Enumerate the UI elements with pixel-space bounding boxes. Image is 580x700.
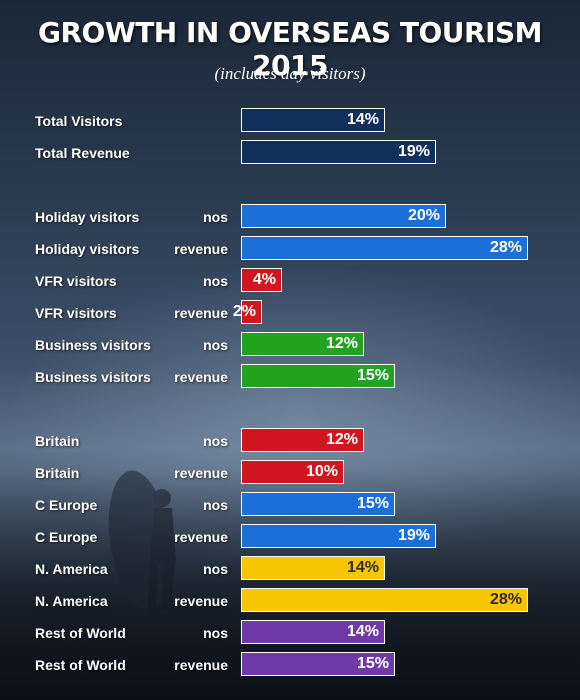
bar-value-label: 19%	[397, 143, 430, 160]
bar: 10%	[241, 460, 344, 484]
chart-title: GROWTH IN OVERSEAS TOURISM 2015	[37, 16, 543, 82]
bar-row: Rest of World nos 14%	[0, 620, 580, 646]
category-label: Holiday visitors	[35, 241, 140, 257]
measure-label: nos	[203, 209, 228, 225]
bar-value-label: 12%	[325, 335, 358, 352]
bar-row: Business visitors revenue 15%	[0, 364, 580, 390]
bar: 28%	[241, 236, 528, 260]
bar-value-label: 12%	[325, 431, 358, 448]
bar-value-label: 20%	[407, 207, 440, 224]
bar-row: Holiday visitors revenue 28%	[0, 236, 580, 262]
bar-row: N. America revenue 28%	[0, 588, 580, 614]
bar-value-label: 28%	[489, 591, 522, 608]
bar: 14%	[241, 620, 385, 644]
bar-row: VFR visitors nos 4%	[0, 268, 580, 294]
measure-label: nos	[203, 625, 228, 641]
category-label: Business visitors	[35, 337, 151, 353]
bar: 19%	[241, 140, 436, 164]
bar-row: Rest of World revenue 15%	[0, 652, 580, 678]
measure-label: revenue	[174, 593, 228, 609]
bar-row: Total Visitors 14%	[0, 108, 580, 134]
bar: 19%	[241, 524, 436, 548]
bar: 12%	[241, 332, 364, 356]
bar: 20%	[241, 204, 446, 228]
bar: 2%	[233, 300, 262, 324]
bar-row: C Europe nos 15%	[0, 492, 580, 518]
measure-label: revenue	[174, 241, 228, 257]
category-label: Rest of World	[35, 625, 126, 641]
bar-value-label: 15%	[356, 655, 389, 672]
measure-label: revenue	[174, 529, 228, 545]
bar-row: Business visitors nos 12%	[0, 332, 580, 358]
bar: 4%	[241, 268, 282, 292]
category-label: C Europe	[35, 529, 98, 545]
bar: 15%	[241, 364, 395, 388]
bar: 12%	[241, 428, 364, 452]
bar: 15%	[241, 652, 395, 676]
measure-label: revenue	[174, 465, 228, 481]
bar-value-label: 14%	[346, 111, 379, 128]
category-label: VFR visitors	[35, 273, 117, 289]
bar-row: Britain revenue 10%	[0, 460, 580, 486]
measure-label: revenue	[174, 369, 228, 385]
bar-value-label: 15%	[356, 495, 389, 512]
bar-value-label: 14%	[346, 623, 379, 640]
measure-label: nos	[203, 497, 228, 513]
bar: 28%	[241, 588, 528, 612]
bar-value-label: 28%	[489, 239, 522, 256]
category-label: N. America	[35, 593, 108, 609]
bar-value-label: 10%	[305, 463, 338, 480]
bar-row: VFR visitors revenue 2%	[0, 300, 580, 326]
measure-label: revenue	[174, 305, 228, 321]
bar-row: C Europe revenue 19%	[0, 524, 580, 550]
measure-label: nos	[203, 273, 228, 289]
bar: 14%	[241, 108, 385, 132]
category-label: Total Revenue	[35, 145, 130, 161]
measure-label: nos	[203, 561, 228, 577]
chart-subtitle: (includes day visitors)	[214, 64, 366, 83]
bar-value-label: 14%	[346, 559, 379, 576]
category-label: N. America	[35, 561, 108, 577]
bar-row: Total Revenue 19%	[0, 140, 580, 166]
bar: 14%	[241, 556, 385, 580]
bar-value-label: 19%	[397, 527, 430, 544]
measure-label: nos	[203, 337, 228, 353]
category-label: C Europe	[35, 497, 98, 513]
category-label: Total Visitors	[35, 113, 123, 129]
bar-row: N. America nos 14%	[0, 556, 580, 582]
category-label: Britain	[35, 465, 80, 481]
bar-value-label: 4%	[252, 271, 276, 288]
bar-value-label: 15%	[356, 367, 389, 384]
bar-row: Holiday visitors nos 20%	[0, 204, 580, 230]
category-label: VFR visitors	[35, 305, 117, 321]
bar-value-label: 2%	[232, 303, 256, 320]
bar-row: Britain nos 12%	[0, 428, 580, 454]
surfer-silhouette-image	[108, 470, 176, 610]
category-label: Rest of World	[35, 657, 126, 673]
measure-label: revenue	[174, 657, 228, 673]
category-label: Holiday visitors	[35, 209, 140, 225]
category-label: Britain	[35, 433, 80, 449]
bar: 15%	[241, 492, 395, 516]
category-label: Business visitors	[35, 369, 151, 385]
measure-label: nos	[203, 433, 228, 449]
